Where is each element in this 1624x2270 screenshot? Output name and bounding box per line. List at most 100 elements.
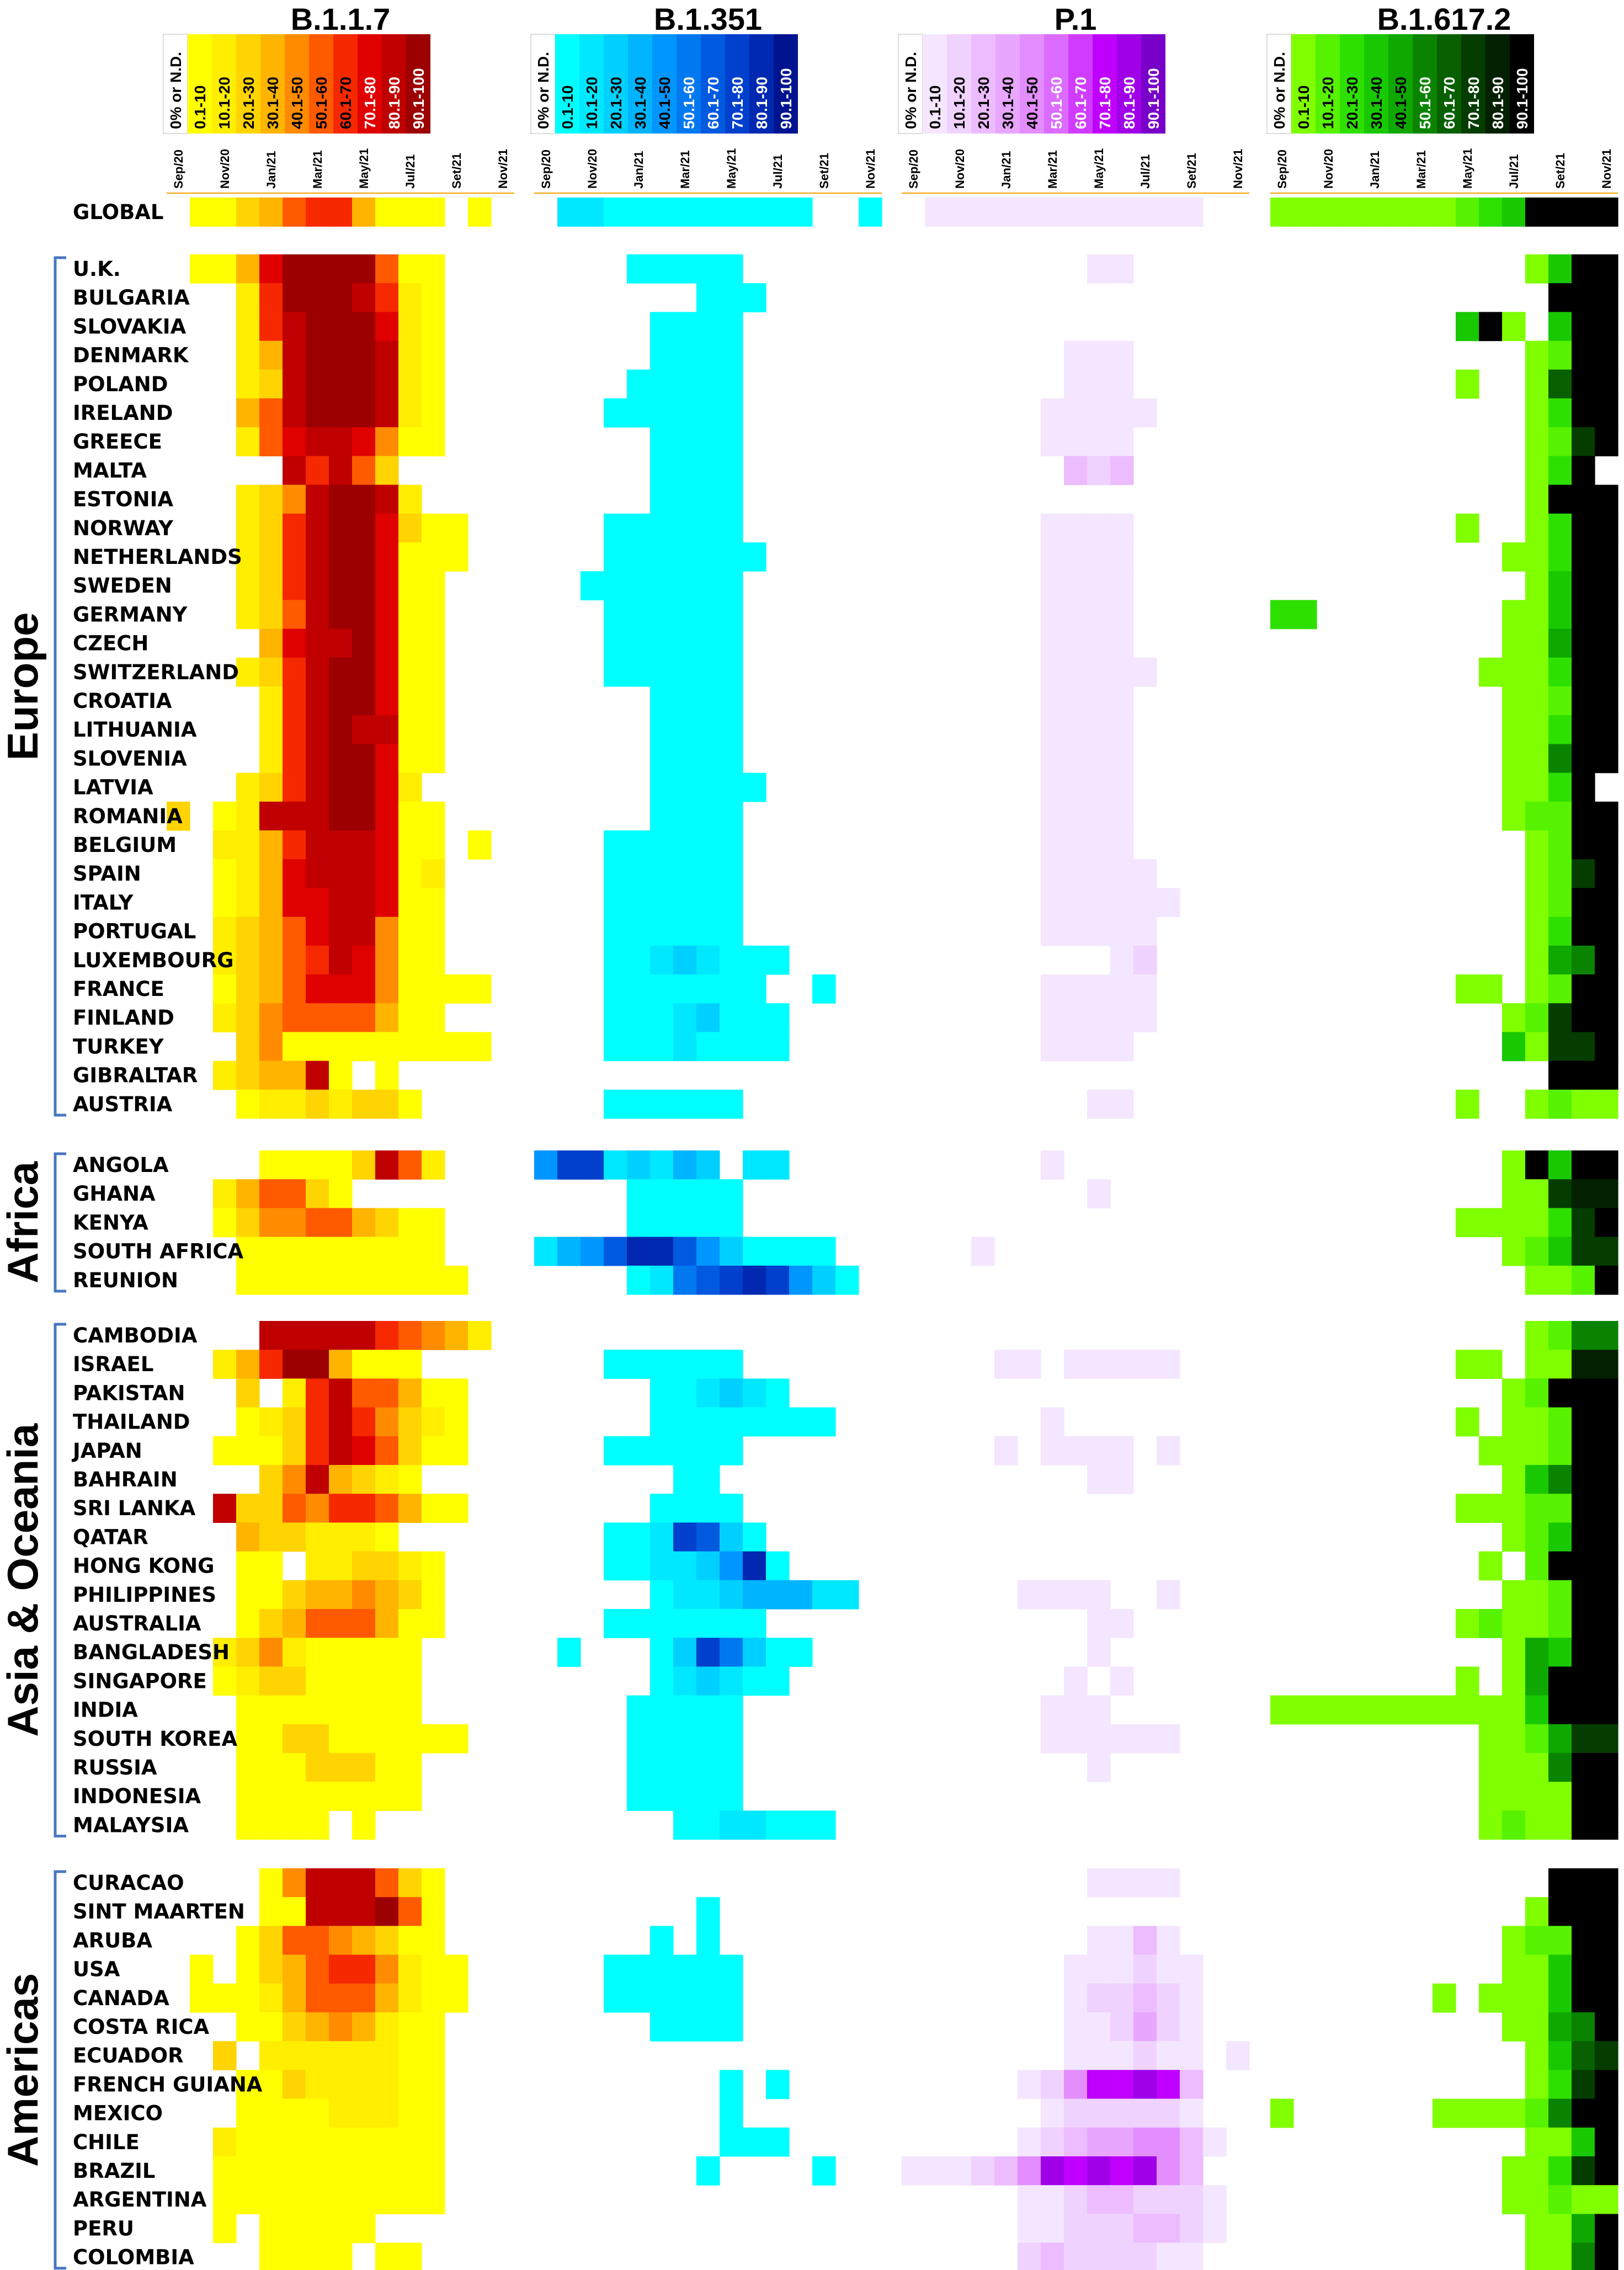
heatmap-cell — [398, 744, 422, 774]
heatmap-cell — [283, 744, 306, 774]
heatmap-cell — [306, 340, 329, 370]
heatmap-cell — [1041, 1580, 1064, 1610]
heatmap-cell — [1087, 198, 1111, 227]
heatmap-cell — [306, 1089, 329, 1119]
heatmap-cell — [1087, 1465, 1111, 1494]
heatmap-cell — [398, 2041, 422, 2070]
heatmap-cell — [352, 974, 376, 1004]
month-tick-label: Nov/21 — [496, 149, 510, 189]
heatmap-cell — [696, 1551, 720, 1581]
heatmap-cell — [1479, 1724, 1503, 1754]
heatmap-cell — [329, 830, 353, 860]
heatmap-cell — [1548, 715, 1572, 744]
heatmap-cell — [673, 1724, 697, 1754]
heatmap-cell — [259, 1465, 283, 1494]
heatmap-cell — [283, 1061, 306, 1090]
heatmap-cell — [306, 830, 329, 860]
heatmap-cell — [1110, 916, 1134, 946]
heatmap-cell — [398, 1494, 422, 1523]
heatmap-cell — [1595, 2127, 1618, 2157]
country-label: ANGOLA — [73, 1153, 169, 1177]
heatmap-cell — [422, 398, 445, 428]
heatmap-cell — [422, 1150, 445, 1180]
heatmap-cell — [1064, 859, 1088, 888]
heatmap-cell — [259, 1983, 283, 2013]
heatmap-cell — [1087, 398, 1111, 428]
heatmap-cell — [398, 283, 422, 312]
month-tick-label: Jan/21 — [1368, 151, 1382, 189]
heatmap-cell — [422, 283, 445, 312]
month-tick-label: Set/21 — [450, 153, 464, 189]
country-label: FRANCE — [73, 977, 164, 1001]
heatmap-cell — [375, 974, 399, 1004]
heatmap-cell — [1180, 2041, 1204, 2070]
heatmap-cell — [789, 1638, 813, 1667]
heatmap-cell — [627, 1954, 651, 1984]
month-tick-label: Sep/20 — [172, 150, 185, 189]
heatmap-cell — [696, 513, 720, 543]
heatmap-cell — [650, 1926, 674, 1955]
heatmap-cell — [352, 1522, 376, 1552]
heatmap-cell — [1548, 1407, 1572, 1437]
heatmap-cell — [375, 1032, 399, 1062]
heatmap-cell — [236, 369, 260, 399]
heatmap-cell — [696, 1465, 720, 1494]
heatmap-cell — [696, 484, 720, 514]
heatmap-cell — [375, 1666, 399, 1696]
heatmap-cell — [352, 1089, 376, 1119]
heatmap-cell — [673, 1003, 697, 1032]
heatmap-cell — [1525, 2156, 1549, 2186]
heatmap-cell — [422, 1407, 445, 1437]
heatmap-cell — [1041, 830, 1064, 860]
heatmap-cell — [627, 830, 651, 860]
heatmap-cell — [283, 542, 306, 572]
heatmap-cell — [1064, 1032, 1088, 1062]
heatmap-cell — [1064, 456, 1088, 486]
heatmap-cell — [1525, 1983, 1549, 2013]
heatmap-cell — [766, 1265, 790, 1295]
heatmap-cell — [352, 888, 376, 918]
legend-swatch — [163, 34, 188, 134]
region-bracket — [54, 1152, 66, 1293]
heatmap-cell — [306, 1179, 329, 1208]
heatmap-cell — [1270, 600, 1294, 630]
heatmap-cell — [1572, 1810, 1595, 1840]
heatmap-cell — [1064, 1695, 1088, 1725]
heatmap-cell — [1018, 1350, 1041, 1379]
heatmap-cell — [696, 1208, 720, 1238]
heatmap-cell — [650, 600, 674, 630]
heatmap-cell — [673, 628, 697, 658]
heatmap-cell — [352, 1695, 376, 1725]
heatmap-cell — [1087, 340, 1111, 370]
month-tick-label: Jan/21 — [264, 151, 278, 189]
country-row: SPAIN — [73, 859, 1618, 888]
legend-swatch — [749, 34, 774, 134]
heatmap-cell — [306, 542, 329, 572]
heatmap-cell — [306, 1609, 329, 1638]
heatmap-cell — [650, 1089, 674, 1119]
country-row: CANADA — [73, 1983, 1618, 2013]
heatmap-cell — [1595, 398, 1618, 428]
heatmap-cell — [1110, 2185, 1134, 2214]
heatmap-cell — [1525, 542, 1549, 572]
heatmap-cell — [259, 571, 283, 600]
heatmap-cell — [1110, 2214, 1134, 2244]
heatmap-cell — [557, 1237, 581, 1266]
country-row: MEXICO — [73, 2098, 1618, 2128]
heatmap-cell — [627, 1695, 651, 1725]
heatmap-cell — [259, 1350, 283, 1379]
heatmap-cell — [1595, 1695, 1618, 1725]
heatmap-cell — [1180, 1954, 1204, 1984]
heatmap-cell — [1041, 198, 1064, 227]
heatmap-cell — [720, 1003, 743, 1032]
heatmap-cell — [1133, 2098, 1157, 2128]
heatmap-cell — [1595, 600, 1618, 630]
heatmap-cell — [766, 1551, 790, 1581]
legend-label: 50.1-60 — [1417, 77, 1434, 129]
heatmap-cell — [925, 198, 949, 227]
heatmap-cell — [1087, 1179, 1111, 1208]
region-group: U.K.BULGARIASLOVAKIADENMARKPOLANDIRELAND… — [0, 254, 1618, 1119]
heatmap-cell — [1525, 974, 1549, 1004]
heatmap-cell — [1064, 1954, 1088, 1984]
heatmap-cell — [259, 1407, 283, 1437]
